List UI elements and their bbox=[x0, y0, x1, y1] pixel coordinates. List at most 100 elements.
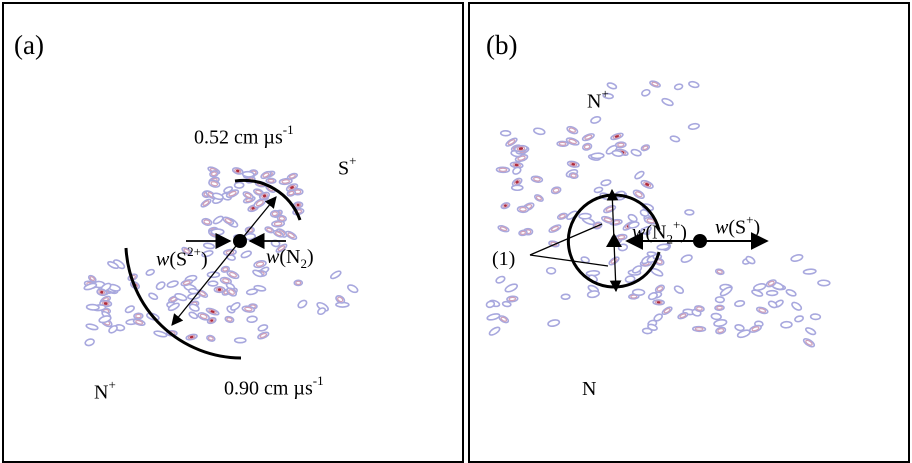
contour-blob bbox=[518, 229, 528, 237]
contour-blob bbox=[293, 279, 304, 287]
panel-b-plot bbox=[485, 80, 831, 348]
contour-blob bbox=[145, 268, 155, 276]
contour-blob bbox=[285, 183, 299, 192]
contour-blob bbox=[560, 293, 571, 300]
contour-blob bbox=[495, 275, 506, 284]
contour-blob bbox=[817, 279, 831, 287]
contour-blob bbox=[241, 305, 256, 313]
contour-blob bbox=[624, 275, 636, 284]
s-plus-dot-marker bbox=[693, 234, 707, 248]
contour-blob bbox=[556, 140, 569, 148]
contour-blob bbox=[488, 326, 501, 336]
contour-blob bbox=[748, 324, 762, 333]
contour-blob bbox=[257, 331, 270, 340]
panel-a: (a) 0.52 cm µs-1 0.90 cm µs-1 S+ N+ w(S2… bbox=[2, 2, 464, 463]
contour-blob bbox=[647, 292, 658, 301]
contour-blob bbox=[275, 243, 288, 253]
ion-label-n-plus: N+ bbox=[94, 377, 116, 404]
contour-blob bbox=[278, 177, 293, 186]
speed-label-top: 0.52 cm µs-1 bbox=[194, 122, 294, 149]
arrow-to-n-plus bbox=[171, 240, 241, 326]
contour-blob bbox=[734, 299, 746, 308]
contour-blob bbox=[509, 161, 524, 169]
contour-blob bbox=[286, 189, 297, 197]
contour-blob bbox=[669, 135, 681, 143]
contour-blob bbox=[285, 230, 298, 240]
contour-blob bbox=[240, 250, 252, 259]
contour-blob bbox=[765, 289, 779, 297]
n2-plus-triangle-marker bbox=[606, 233, 622, 247]
pointer-line-1a bbox=[529, 223, 603, 256]
contour-blob bbox=[593, 186, 604, 194]
contour-blob bbox=[530, 175, 544, 183]
contour-blob bbox=[506, 295, 519, 303]
panel-a-plot bbox=[83, 166, 359, 360]
contour-blob bbox=[206, 334, 216, 342]
label-w-s-plus: w(S+) bbox=[715, 212, 761, 239]
contour-blob bbox=[83, 282, 98, 291]
contour-blob bbox=[347, 284, 359, 294]
contour-blob bbox=[694, 305, 705, 313]
arrow-up bbox=[606, 188, 619, 242]
contour-blob bbox=[85, 303, 100, 311]
panel-b: (b) N+ N (1) w(N2+) w(S+) bbox=[468, 2, 910, 463]
center-of-mass-dot bbox=[233, 234, 247, 248]
contour-blob bbox=[661, 306, 673, 316]
contour-blob bbox=[224, 315, 235, 324]
contour-blob bbox=[630, 148, 642, 157]
contour-blob bbox=[202, 242, 215, 250]
contour-blob bbox=[271, 220, 286, 228]
contour-blob bbox=[253, 260, 267, 269]
contour-blob bbox=[590, 115, 602, 124]
newton-circle-b bbox=[566, 193, 661, 289]
contour-blob bbox=[185, 333, 198, 341]
contour-blob bbox=[654, 284, 665, 293]
label-w-n2-plus: w(N2+) bbox=[632, 217, 687, 247]
contour-blob bbox=[805, 327, 817, 336]
ion-label-n-b: N bbox=[582, 378, 597, 400]
contour-blob bbox=[802, 338, 816, 348]
contour-blob bbox=[590, 152, 605, 160]
contour-blob bbox=[205, 307, 220, 316]
contour-blob bbox=[581, 133, 595, 142]
contour-blob bbox=[673, 83, 684, 91]
contour-blob bbox=[565, 137, 580, 146]
contour-blob bbox=[602, 92, 614, 100]
contour-blob bbox=[155, 281, 166, 291]
contour-blob bbox=[790, 254, 804, 262]
contour-blob bbox=[231, 167, 244, 175]
contour-blob bbox=[765, 279, 777, 288]
contour-blob bbox=[132, 318, 146, 327]
contour-blob bbox=[505, 137, 518, 147]
contour-blob bbox=[84, 338, 95, 347]
contour-blob bbox=[610, 132, 624, 141]
contour-blob bbox=[752, 283, 767, 292]
contour-blob bbox=[680, 254, 693, 263]
newton-circle-arc-bottom bbox=[124, 247, 242, 360]
contour-blob bbox=[148, 292, 159, 301]
contour-blob bbox=[246, 315, 258, 324]
contour-blob bbox=[242, 191, 254, 200]
ion-label-n-plus-b: N+ bbox=[587, 86, 609, 113]
contour-blob bbox=[545, 266, 557, 275]
contour-blob bbox=[207, 280, 219, 287]
contour-blob bbox=[547, 319, 561, 327]
contour-blob bbox=[220, 265, 231, 273]
contour-blob bbox=[556, 212, 568, 220]
contour-blob bbox=[201, 250, 214, 258]
contour-blob bbox=[566, 125, 579, 135]
contour-blob bbox=[734, 324, 745, 332]
contour-blob bbox=[548, 224, 562, 233]
contour-blob bbox=[107, 261, 120, 270]
contour-blob bbox=[751, 289, 764, 297]
contour-blob bbox=[98, 315, 112, 324]
contour-blob bbox=[124, 305, 135, 314]
contour-blob bbox=[710, 312, 722, 321]
contour-blob bbox=[501, 300, 512, 308]
contour-blob bbox=[265, 177, 277, 184]
contour-blob bbox=[225, 189, 240, 199]
contour-blob bbox=[269, 209, 280, 218]
contour-blob bbox=[634, 170, 645, 180]
contour-blob bbox=[108, 325, 118, 334]
contour-blob bbox=[335, 295, 346, 304]
